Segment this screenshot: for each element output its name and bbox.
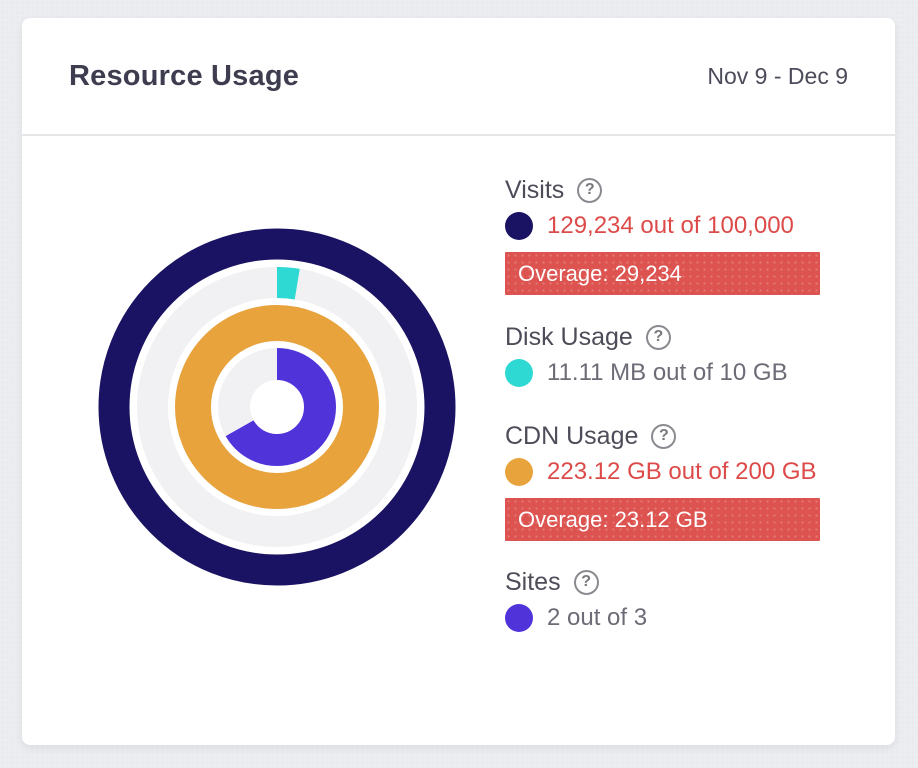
question-mark-icon[interactable]: ? bbox=[651, 423, 677, 449]
visits-value-row: 129,234 out of 100,000 bbox=[505, 212, 850, 240]
page-title: Resource Usage bbox=[69, 59, 300, 92]
sites-value-row: 2 out of 3 bbox=[505, 604, 850, 632]
cdn-usage-label: CDN Usage bbox=[505, 421, 639, 450]
disk-usage-legend-dot bbox=[505, 359, 533, 387]
resource-usage-card: Resource Usage Nov 9 - Dec 9 Visits ? 12… bbox=[22, 18, 895, 745]
sites-legend-dot bbox=[505, 604, 533, 632]
visits-overage-banner: Overage: 29,234 bbox=[505, 252, 820, 295]
legend-section-sites: Sites ? 2 out of 3 bbox=[505, 568, 850, 632]
cdn-usage-label-row: CDN Usage ? bbox=[505, 422, 850, 450]
sites-label-row: Sites ? bbox=[505, 568, 850, 596]
ring-cdn-usage bbox=[175, 305, 379, 509]
disk-usage-label-row: Disk Usage ? bbox=[505, 323, 850, 351]
sites-label: Sites bbox=[505, 567, 561, 596]
question-mark-icon[interactable]: ? bbox=[577, 177, 603, 203]
card-header: Resource Usage Nov 9 - Dec 9 bbox=[22, 18, 895, 136]
cdn-usage-overage-banner: Overage: 23.12 GB bbox=[505, 498, 820, 541]
legend-section-cdn-usage: CDN Usage ? 223.12 GB out of 200 GB Over… bbox=[505, 422, 850, 541]
disk-usage-value: 11.11 MB out of 10 GB bbox=[547, 359, 788, 386]
disk-usage-value-row: 11.11 MB out of 10 GB bbox=[505, 359, 850, 387]
question-mark-icon[interactable]: ? bbox=[645, 324, 671, 350]
cdn-usage-value: 223.12 GB out of 200 GB bbox=[547, 458, 817, 485]
visits-label-row: Visits ? bbox=[505, 176, 850, 204]
date-range: Nov 9 - Dec 9 bbox=[707, 62, 848, 89]
ring-disk-usage bbox=[137, 267, 417, 547]
resource-usage-donut-chart bbox=[87, 217, 467, 597]
sites-value: 2 out of 3 bbox=[547, 604, 648, 631]
cdn-usage-value-row: 223.12 GB out of 200 GB bbox=[505, 458, 850, 486]
donut-chart-svg bbox=[98, 228, 456, 586]
visits-value: 129,234 out of 100,000 bbox=[547, 212, 794, 239]
ring-visits bbox=[98, 228, 456, 586]
question-mark-icon[interactable]: ? bbox=[573, 569, 599, 595]
disk-usage-label: Disk Usage bbox=[505, 322, 633, 351]
legend-section-disk-usage: Disk Usage ? 11.11 MB out of 10 GB bbox=[505, 323, 850, 387]
legend: Visits ? 129,234 out of 100,000 Overage:… bbox=[505, 176, 850, 632]
visits-legend-dot bbox=[505, 212, 533, 240]
legend-section-visits: Visits ? 129,234 out of 100,000 Overage:… bbox=[505, 176, 850, 295]
cdn-usage-legend-dot bbox=[505, 458, 533, 486]
ring-sites bbox=[218, 348, 336, 466]
visits-label: Visits bbox=[505, 175, 565, 204]
